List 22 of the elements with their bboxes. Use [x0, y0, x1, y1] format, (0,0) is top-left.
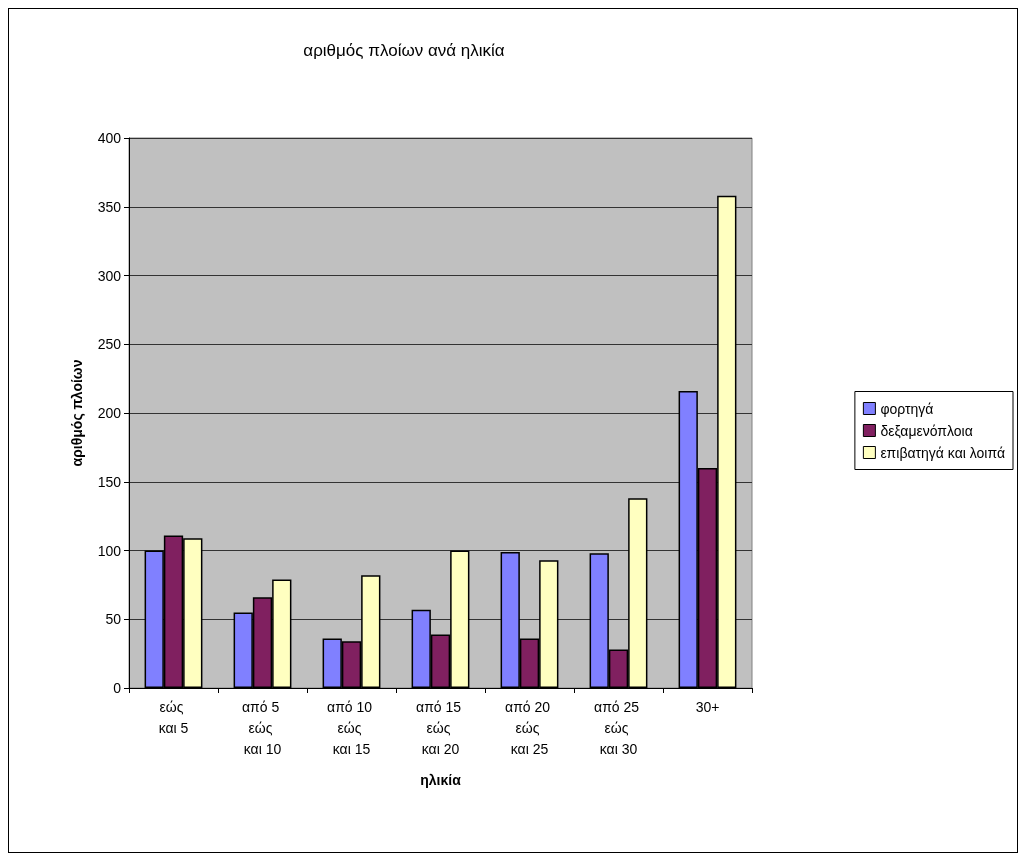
legend-label: επιβατηγά και λοιπά — [880, 444, 1006, 461]
y-axis-title: αριθμός πλοίων — [69, 359, 85, 467]
y-tick-label: 50 — [105, 611, 122, 628]
chart-title: αριθμός πλοίων ανά ηλικία — [303, 41, 505, 60]
x-axis-title: ηλικία — [420, 772, 462, 788]
legend-label: δεξαμενόπλοια — [880, 422, 973, 439]
y-tick-label: 0 — [113, 680, 122, 696]
y-tick-label: 150 — [97, 473, 122, 490]
x-tick-label: εώς και 5 — [158, 698, 189, 736]
x-tick-label: 30+ — [695, 698, 720, 715]
y-tick-label: 400 — [97, 130, 122, 146]
x-tick-label: από 15 εώς και 20 — [416, 698, 465, 757]
y-tick-label: 200 — [97, 405, 122, 421]
y-tick-label: 300 — [97, 267, 122, 284]
y-tick-label: 250 — [97, 336, 122, 353]
y-tick-label: 350 — [97, 198, 122, 215]
x-tick-label: από 5 εώς και 10 — [241, 698, 284, 757]
y-tick-label: 100 — [97, 542, 122, 559]
x-tick-label: από 25 εώς και 30 — [594, 698, 643, 757]
x-tick-label: από 20 εώς και 25 — [505, 698, 554, 757]
x-tick-label: από 10 εώς και 15 — [327, 698, 376, 757]
legend-label: φορτηγά — [880, 400, 934, 417]
